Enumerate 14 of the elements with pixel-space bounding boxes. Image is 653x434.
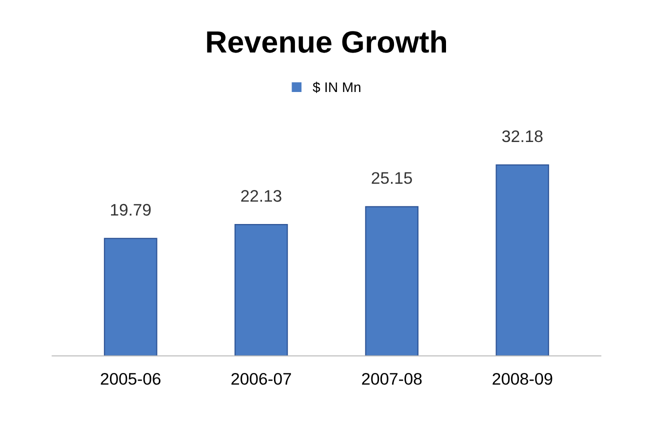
x-tick-label: 2007-08 — [362, 372, 422, 385]
x-tick-label: 2008-09 — [492, 372, 552, 385]
bar — [365, 206, 418, 356]
data-label: 25.15 — [372, 172, 412, 184]
data-label: 32.18 — [502, 130, 543, 142]
data-label: 19.79 — [111, 204, 151, 216]
chart-title: Revenue Growth — [207, 30, 446, 53]
x-tick-label: 2005-06 — [100, 372, 160, 385]
legend-label: $ IN Mn — [312, 82, 360, 93]
bar — [234, 224, 288, 356]
data-label: 22.13 — [241, 190, 282, 202]
bar — [496, 164, 550, 356]
bar — [104, 238, 158, 356]
x-tick-label: 2006-07 — [231, 372, 291, 385]
